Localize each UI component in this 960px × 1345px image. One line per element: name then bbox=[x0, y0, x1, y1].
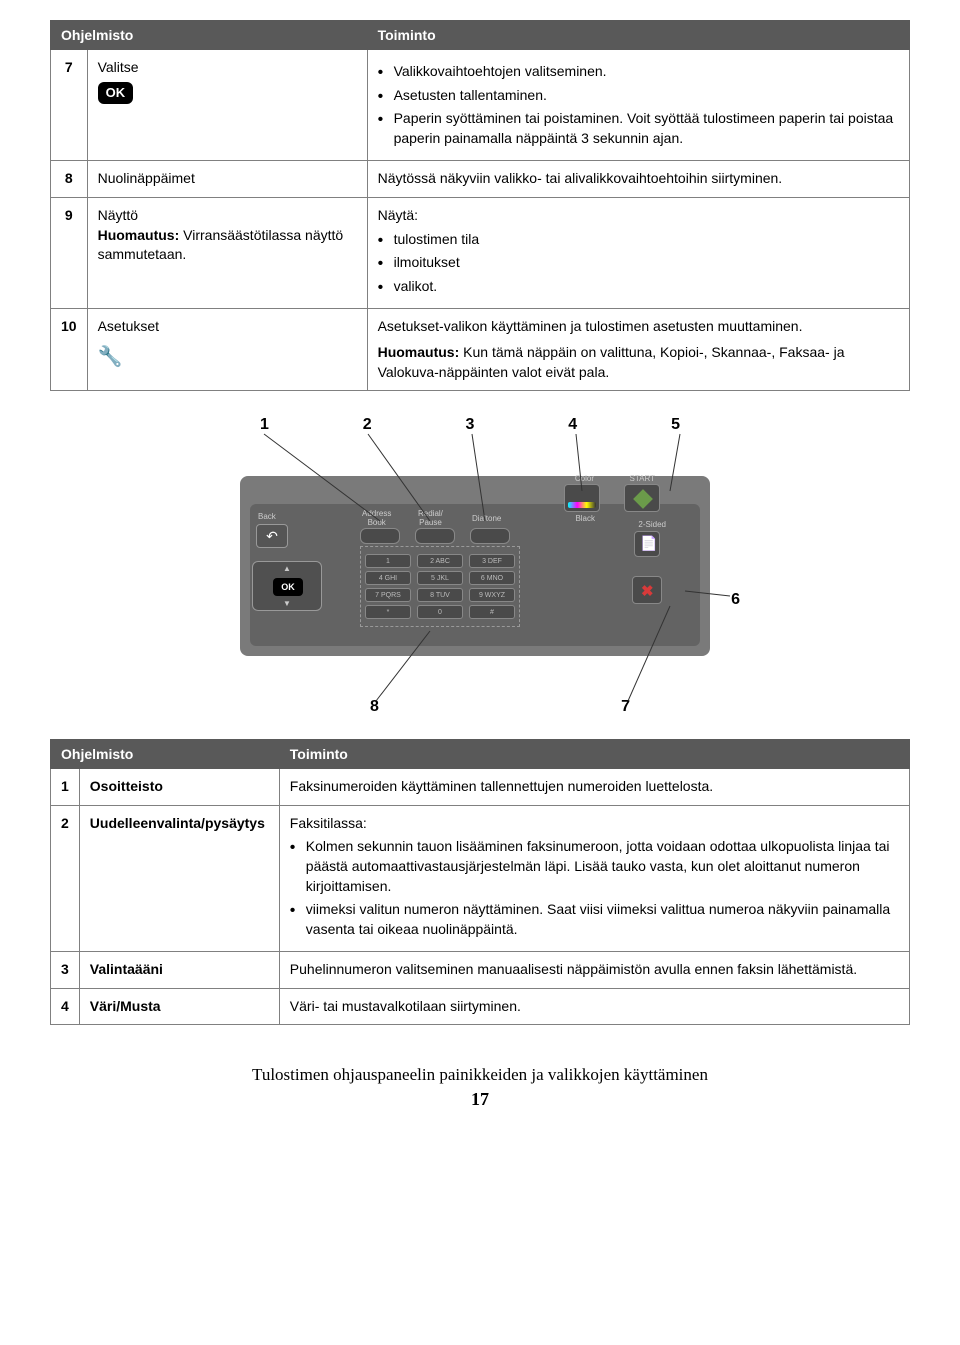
t2row2-func: Faksitilassa: Kolmen sekunnin tauon lisä… bbox=[279, 805, 909, 952]
row7-func: Valikkovaihtoehtojen valitseminen. Asetu… bbox=[367, 50, 909, 161]
t2row3-num: 3 bbox=[51, 952, 80, 989]
table-row: 3 Valintaääni Puhelinnumeron valitsemine… bbox=[51, 952, 910, 989]
table1-header-ohjelmisto: Ohjelmisto bbox=[51, 21, 368, 50]
table-row: 7 Valitse OK Valikkovaihtoehtojen valits… bbox=[51, 50, 910, 161]
row7-label: Valitse OK bbox=[87, 50, 367, 161]
table1-header-toiminto: Toiminto bbox=[367, 21, 909, 50]
t2row4-num: 4 bbox=[51, 988, 80, 1025]
t2row4-func: Väri- tai mustavalkotilaan siirtyminen. bbox=[279, 988, 909, 1025]
row9-label: Näyttö Huomautus: Virransäästötilassa nä… bbox=[87, 197, 367, 308]
row8-num: 8 bbox=[51, 161, 88, 198]
row8-label: Nuolinäppäimet bbox=[87, 161, 367, 198]
table-row: 10 Asetukset 🔧 Asetukset-valikon käyttäm… bbox=[51, 309, 910, 391]
t2row1-num: 1 bbox=[51, 769, 80, 806]
table-row: 2 Uudelleenvalinta/pysäytys Faksitilassa… bbox=[51, 805, 910, 952]
wrench-icon: 🔧 bbox=[98, 343, 123, 371]
ok-icon: OK bbox=[98, 82, 134, 104]
table-row: 1 Osoitteisto Faksinumeroiden käyttämine… bbox=[51, 769, 910, 806]
t2row3-label: Valintaääni bbox=[79, 952, 279, 989]
row10-num: 10 bbox=[51, 309, 88, 391]
t2row4-label: Väri/Musta bbox=[79, 988, 279, 1025]
table2-header-toiminto: Toiminto bbox=[279, 740, 909, 769]
row9-num: 9 bbox=[51, 197, 88, 308]
t2row2-num: 2 bbox=[51, 805, 80, 952]
table-row: 4 Väri/Musta Väri- tai mustavalkotilaan … bbox=[51, 988, 910, 1025]
table-row: 8 Nuolinäppäimet Näytössä näkyviin valik… bbox=[51, 161, 910, 198]
table-1: Ohjelmisto Toiminto 7 Valitse OK Valikko… bbox=[50, 20, 910, 391]
row7-num: 7 bbox=[51, 50, 88, 161]
t2row1-func: Faksinumeroiden käyttäminen tallennettuj… bbox=[279, 769, 909, 806]
leader-lines bbox=[220, 416, 740, 716]
table2-header-ohjelmisto: Ohjelmisto bbox=[51, 740, 280, 769]
table-2: Ohjelmisto Toiminto 1 Osoitteisto Faksin… bbox=[50, 739, 910, 1025]
t2row3-func: Puhelinnumeron valitseminen manuaalisest… bbox=[279, 952, 909, 989]
t2row1-label: Osoitteisto bbox=[79, 769, 279, 806]
table-row: 9 Näyttö Huomautus: Virransäästötilassa … bbox=[51, 197, 910, 308]
row10-label: Asetukset 🔧 bbox=[87, 309, 367, 391]
page-footer: Tulostimen ohjauspaneelin painikkeiden j… bbox=[50, 1065, 910, 1110]
row9-func: Näytä: tulostimen tila ilmoitukset valik… bbox=[367, 197, 909, 308]
row10-func: Asetukset-valikon käyttäminen ja tulosti… bbox=[367, 309, 909, 391]
footer-page: 17 bbox=[50, 1089, 910, 1110]
control-panel-diagram: 1 2 3 4 5 6 8 7 Back ↶ ▲ OK ▼ Address Bo… bbox=[50, 416, 910, 719]
footer-title: Tulostimen ohjauspaneelin painikkeiden j… bbox=[50, 1065, 910, 1085]
t2row2-label: Uudelleenvalinta/pysäytys bbox=[79, 805, 279, 952]
row8-func: Näytössä näkyviin valikko- tai alivalikk… bbox=[367, 161, 909, 198]
